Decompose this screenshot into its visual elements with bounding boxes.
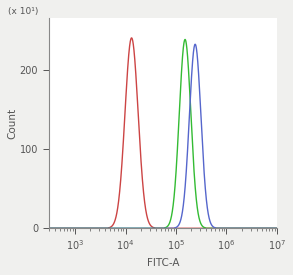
Text: (x 10¹): (x 10¹)	[8, 7, 38, 16]
Y-axis label: Count: Count	[7, 108, 17, 139]
X-axis label: FITC-A: FITC-A	[146, 258, 179, 268]
